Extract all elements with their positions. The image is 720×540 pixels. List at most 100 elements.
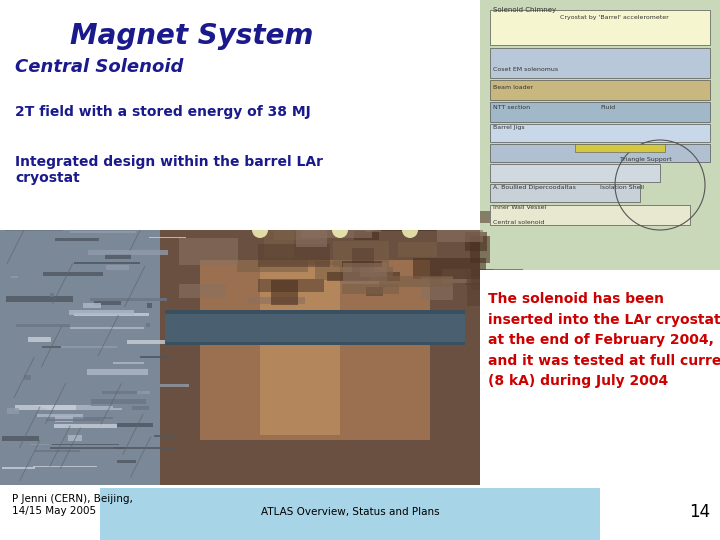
Bar bbox=[490, 124, 710, 142]
Bar bbox=[352, 248, 374, 272]
Bar bbox=[342, 284, 399, 294]
Bar bbox=[345, 207, 388, 228]
Bar bbox=[14, 404, 76, 410]
Circle shape bbox=[332, 222, 348, 238]
Bar bbox=[240, 201, 274, 211]
Bar bbox=[16, 324, 70, 327]
Text: ATLAS Overview, Status and Plans: ATLAS Overview, Status and Plans bbox=[261, 507, 439, 517]
Text: Central solenoid: Central solenoid bbox=[493, 220, 544, 225]
Bar bbox=[179, 285, 226, 298]
Bar bbox=[421, 276, 453, 300]
Bar bbox=[42, 346, 61, 348]
Bar bbox=[238, 260, 308, 272]
Bar bbox=[343, 263, 387, 287]
Bar bbox=[50, 447, 125, 449]
Bar bbox=[490, 80, 710, 100]
Text: Triangle Support: Triangle Support bbox=[620, 157, 672, 162]
Bar bbox=[366, 205, 382, 232]
Bar bbox=[69, 310, 134, 315]
Text: A. Boullied Dipercoodaltas: A. Boullied Dipercoodaltas bbox=[493, 185, 576, 190]
Bar bbox=[160, 384, 189, 387]
Bar bbox=[90, 298, 167, 301]
Bar bbox=[490, 144, 710, 162]
Bar bbox=[147, 303, 152, 308]
Bar bbox=[371, 225, 386, 231]
Bar bbox=[42, 406, 113, 408]
Bar bbox=[70, 327, 144, 329]
Bar bbox=[140, 356, 170, 358]
Bar bbox=[165, 310, 465, 345]
Bar bbox=[200, 260, 430, 440]
Bar bbox=[5, 227, 63, 231]
Bar bbox=[6, 408, 19, 414]
Bar bbox=[0, 0, 480, 230]
Text: NTT section: NTT section bbox=[493, 105, 530, 110]
Bar bbox=[248, 296, 305, 305]
Bar bbox=[260, 265, 340, 435]
Bar bbox=[149, 237, 186, 238]
Bar bbox=[442, 269, 492, 284]
Bar bbox=[35, 450, 81, 452]
Bar bbox=[302, 230, 372, 238]
Bar bbox=[50, 293, 54, 297]
Bar bbox=[55, 238, 99, 240]
Text: Inner Wall Vessel: Inner Wall Vessel bbox=[493, 205, 546, 210]
Circle shape bbox=[252, 222, 268, 238]
Bar bbox=[42, 272, 103, 276]
Bar bbox=[87, 369, 148, 375]
Bar bbox=[132, 407, 149, 410]
Text: The solenoid has been
inserted into the LAr cryostat
at the end of February 2004: The solenoid has been inserted into the … bbox=[488, 292, 720, 388]
Text: Coset EM solenomus: Coset EM solenomus bbox=[493, 67, 558, 72]
Bar bbox=[160, 210, 480, 485]
Bar bbox=[406, 199, 427, 210]
Text: Cryostat by 'Barrel' accelerometer: Cryostat by 'Barrel' accelerometer bbox=[560, 15, 669, 20]
Bar bbox=[297, 227, 327, 247]
Bar bbox=[74, 262, 140, 264]
Bar bbox=[100, 488, 600, 540]
Bar bbox=[271, 280, 298, 305]
Bar bbox=[102, 390, 143, 394]
Bar bbox=[54, 424, 117, 428]
Text: Fluid: Fluid bbox=[600, 105, 615, 110]
Bar bbox=[24, 375, 31, 380]
Bar bbox=[138, 219, 143, 221]
Bar bbox=[68, 435, 81, 441]
Bar bbox=[127, 341, 168, 345]
Bar bbox=[258, 245, 330, 267]
Text: Central Solenoid: Central Solenoid bbox=[15, 58, 184, 76]
Bar bbox=[74, 313, 149, 315]
Bar bbox=[53, 444, 119, 445]
Bar bbox=[274, 218, 320, 240]
Bar bbox=[0, 210, 160, 485]
Bar bbox=[490, 184, 640, 202]
Bar bbox=[490, 164, 660, 182]
Bar bbox=[437, 230, 483, 242]
Bar bbox=[490, 48, 710, 78]
Bar bbox=[11, 276, 19, 279]
Bar bbox=[346, 203, 388, 223]
Bar bbox=[55, 416, 73, 422]
Text: Beam loader: Beam loader bbox=[493, 85, 533, 90]
Bar bbox=[117, 423, 153, 427]
Bar bbox=[42, 346, 117, 348]
Bar bbox=[91, 400, 146, 404]
Bar bbox=[137, 391, 150, 394]
Text: Solenoid Chimney: Solenoid Chimney bbox=[493, 7, 556, 13]
Bar bbox=[6, 296, 73, 302]
Text: Integrated design within the barrel LAr
cryostat: Integrated design within the barrel LAr … bbox=[15, 155, 323, 185]
Bar bbox=[333, 241, 390, 267]
Bar bbox=[70, 231, 136, 233]
Bar bbox=[33, 466, 97, 467]
Bar bbox=[114, 447, 177, 449]
Text: 14: 14 bbox=[690, 503, 711, 521]
Bar bbox=[480, 270, 720, 485]
Bar bbox=[34, 404, 91, 406]
Bar bbox=[154, 435, 174, 437]
Bar bbox=[490, 205, 690, 225]
Bar bbox=[115, 217, 174, 219]
Bar bbox=[470, 236, 490, 262]
Bar bbox=[465, 232, 487, 251]
Bar bbox=[37, 414, 83, 417]
Bar bbox=[480, 0, 720, 270]
Text: Isolation Shell: Isolation Shell bbox=[600, 185, 644, 190]
